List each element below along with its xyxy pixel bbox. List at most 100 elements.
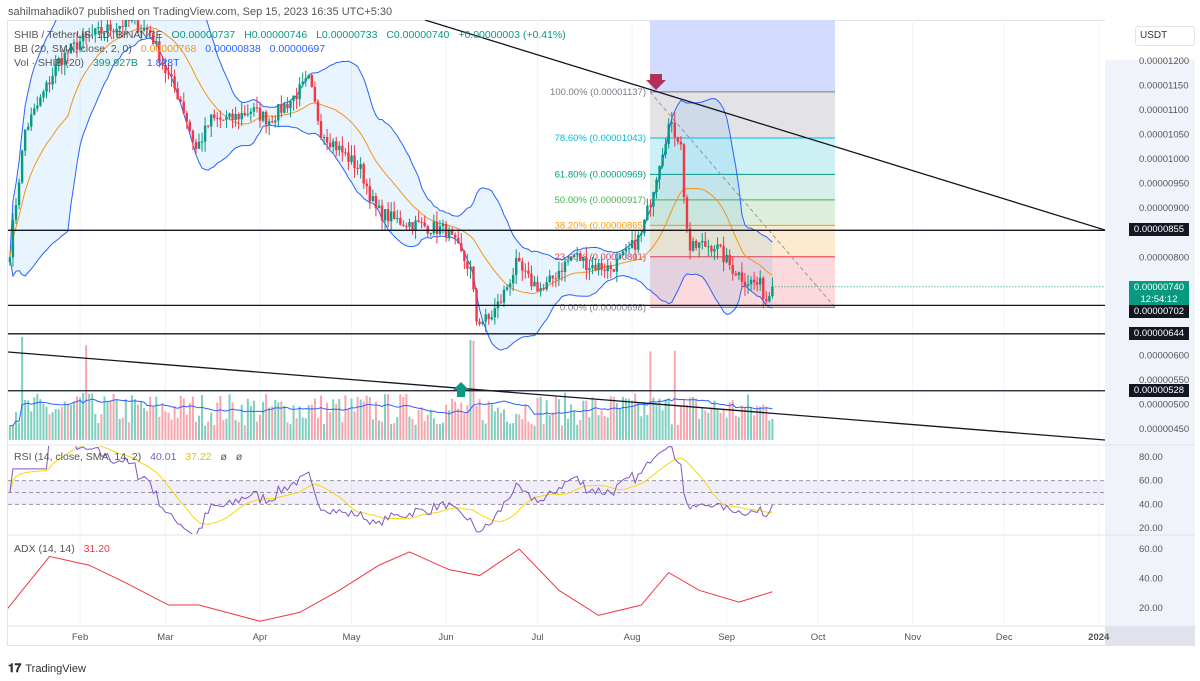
candle — [365, 183, 368, 187]
volume-bar — [557, 399, 560, 440]
bb-label[interactable]: BB (20, SMA, close, 2, 0) — [14, 43, 132, 55]
candle — [322, 137, 326, 139]
candle — [414, 220, 417, 231]
candle — [704, 240, 707, 247]
candle — [505, 287, 509, 290]
adx-line — [8, 548, 773, 622]
candle — [649, 205, 652, 207]
volume-bar — [97, 423, 100, 440]
volume-bar — [143, 407, 146, 440]
candle — [487, 314, 490, 320]
volume-bar — [469, 339, 472, 440]
volume-bar — [722, 409, 725, 440]
volume-bar — [701, 407, 704, 440]
candle — [508, 283, 512, 288]
candle — [237, 114, 240, 120]
volume-bar — [341, 422, 344, 440]
candle — [731, 265, 734, 274]
candle — [393, 211, 396, 220]
candle — [350, 155, 353, 163]
price-tick: 0.00000600 — [1139, 350, 1189, 361]
candle — [664, 144, 667, 155]
volume-bar — [82, 392, 85, 440]
candle — [307, 74, 310, 79]
fib-zone — [650, 199, 835, 226]
candle — [646, 205, 649, 220]
volume-bar — [338, 398, 341, 440]
price-tick: 0.00001150 — [1139, 81, 1189, 92]
volume-bar — [560, 425, 563, 440]
candle — [722, 246, 725, 263]
candle — [164, 64, 167, 74]
candle — [386, 209, 390, 222]
volume-bar — [42, 403, 45, 440]
candle — [243, 112, 246, 116]
symbol-name[interactable]: SHIB / TetherUS, 1D, BINANCE — [14, 29, 163, 41]
candle — [737, 272, 741, 276]
tradingview-logo-icon[interactable]: 𝟏𝟕 — [8, 661, 22, 675]
volume-bar — [170, 419, 173, 440]
candle — [48, 82, 51, 85]
candle — [576, 253, 579, 255]
candle — [685, 197, 689, 229]
axes: 0.00001200 0.00001150 0.00001100 0.00001050… — [72, 56, 1189, 643]
candle — [213, 114, 216, 118]
candle — [579, 253, 582, 261]
candle — [707, 246, 710, 248]
high-value: H0.00000746 — [244, 29, 308, 41]
candle — [472, 266, 475, 290]
main-pane[interactable]: 100.00% (0.00001137) 78.60% (0.00001043) 6… — [8, 0, 1105, 441]
adx-label[interactable]: ADX (14, 14) — [14, 543, 75, 555]
candle — [149, 30, 152, 33]
volume-bar — [625, 398, 627, 440]
volume-bar — [676, 424, 679, 440]
volume-bar — [710, 407, 713, 440]
candle — [396, 217, 399, 220]
candle — [563, 261, 567, 272]
candle — [691, 241, 695, 251]
rsi-tick: 80.00 — [1139, 452, 1163, 463]
volume-bar — [109, 401, 112, 440]
volume-bar — [509, 423, 512, 440]
volume-bar — [496, 407, 499, 440]
candle — [768, 296, 771, 302]
candle — [460, 243, 463, 252]
volume-bar — [246, 398, 249, 440]
price-tick: 0.00000550 — [1139, 375, 1189, 386]
candle — [118, 26, 121, 30]
candle — [545, 282, 548, 290]
volume-ma-line — [9, 397, 773, 427]
candle — [347, 152, 350, 163]
candle — [240, 112, 243, 120]
candle — [484, 314, 487, 322]
vol-label[interactable]: Vol · SHIB (20) — [14, 57, 85, 69]
volume-bar — [484, 423, 487, 440]
candle — [771, 286, 774, 297]
candle — [389, 211, 393, 222]
volume-bar — [634, 393, 637, 440]
volume-bar — [39, 399, 42, 440]
rsi-label[interactable]: RSI (14, close, SMA, 14, 2) — [14, 451, 142, 463]
candle — [274, 120, 277, 123]
footer-brand[interactable]: TradingView — [25, 662, 86, 675]
volume-bar — [667, 398, 670, 440]
candle — [210, 114, 213, 127]
candle — [103, 32, 106, 34]
volume-bar — [271, 406, 274, 440]
volume-bar — [310, 404, 313, 440]
volume-bar — [350, 398, 353, 440]
currency-button[interactable]: USDT — [1135, 26, 1195, 46]
candle — [258, 107, 262, 121]
rsi-pane[interactable] — [8, 435, 1105, 536]
volume-bar — [118, 418, 121, 440]
price-scale[interactable] — [1105, 20, 1195, 625]
volume-bar — [460, 402, 463, 440]
candle — [743, 281, 747, 287]
candle — [688, 228, 692, 251]
candle — [713, 248, 716, 252]
candle — [734, 273, 737, 276]
adx-pane[interactable] — [7, 548, 773, 622]
symbol-legend: SHIB / TetherUS, 1D, BINANCE O0.00000737… — [14, 29, 572, 41]
volume-bar — [597, 415, 600, 440]
